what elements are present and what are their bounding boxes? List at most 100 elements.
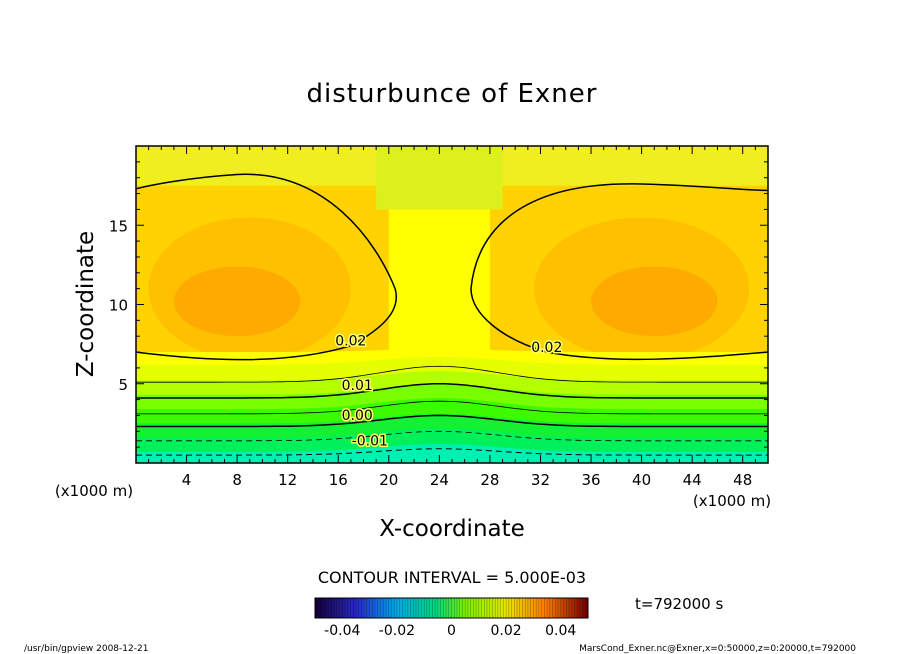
plot-area xyxy=(136,146,768,463)
contour-line-0.02-right xyxy=(470,183,768,361)
colorbar-cell xyxy=(372,598,376,618)
colorbar-cell xyxy=(525,598,529,618)
colorbar-cell xyxy=(353,598,357,618)
colorbar-cell xyxy=(484,598,488,618)
colorbar-cell xyxy=(500,598,504,618)
colorbar-cell xyxy=(549,598,553,618)
fill-core-right-inner xyxy=(591,266,718,337)
contour-fills xyxy=(136,146,768,463)
colorbar-cell xyxy=(571,598,575,618)
x-tick-label: 32 xyxy=(531,471,550,489)
contour-lines xyxy=(136,173,768,456)
colorbar-tick-labels: -0.04 -0.02 0 0.02 0.04 xyxy=(324,623,576,639)
x-tick-label: 20 xyxy=(379,471,398,489)
colorbar-cell xyxy=(432,598,436,618)
colorbar-cell xyxy=(459,598,463,618)
colorbar-cell xyxy=(566,598,570,618)
colorbar-cell xyxy=(555,598,559,618)
colorbar-cell xyxy=(574,598,578,618)
colorbar-cell xyxy=(413,598,417,618)
footer-left: /usr/bin/gpview 2008-12-21 xyxy=(24,644,148,654)
x-tick-label: 24 xyxy=(430,471,449,489)
time-label: t=792000 s xyxy=(635,595,723,613)
colorbar-cell xyxy=(514,598,518,618)
colorbar-tick-label: -0.04 xyxy=(324,623,360,639)
contour-line-0.02-left xyxy=(136,173,397,361)
colorbar-cell xyxy=(495,598,499,618)
colorbar-cell xyxy=(486,598,491,618)
colorbar-cell xyxy=(560,598,564,618)
contour-interval-text: CONTOUR INTERVAL = 5.000E-03 xyxy=(318,568,586,587)
colorbar-cell xyxy=(547,598,551,618)
colorbar-cell xyxy=(585,598,589,618)
contour-line-0.015 xyxy=(136,365,768,383)
colorbar-cell xyxy=(424,598,428,618)
y-axis-label: Z-coordinate xyxy=(73,231,99,377)
contour-line-0.01 xyxy=(136,383,768,399)
colorbar-cell xyxy=(399,598,403,618)
x-axis-unit-left: (x1000 m) xyxy=(55,482,133,500)
colorbar-cell xyxy=(473,598,477,618)
colorbar-tick-label: 0 xyxy=(447,623,456,639)
x-tick-label: 44 xyxy=(683,471,702,489)
y-axis-ticks: 5 10 15 xyxy=(109,161,768,448)
colorbar-cell xyxy=(527,598,531,618)
colorbar-cell xyxy=(317,598,321,618)
colorbar-cell xyxy=(448,598,452,618)
colorbar-cell xyxy=(446,598,450,618)
colorbar-cell xyxy=(375,598,379,618)
contour-label: 0.01 xyxy=(342,378,373,394)
colorbar-cell xyxy=(489,598,493,618)
x-tick-label: 8 xyxy=(232,471,242,489)
colorbar-cell xyxy=(345,598,349,618)
colorbar-cell xyxy=(522,598,526,618)
colorbar-cell xyxy=(511,598,515,618)
contour-line-0.005 xyxy=(136,400,768,415)
colorbar-cell xyxy=(350,598,354,618)
colorbar-cell xyxy=(394,598,398,618)
colorbar-cell xyxy=(358,598,362,618)
colorbar-tick-label: 0.04 xyxy=(545,623,576,639)
colorbar-cell xyxy=(538,598,542,618)
colorbar-cell xyxy=(563,598,567,618)
colorbar-cell xyxy=(568,598,572,618)
colorbar-cell xyxy=(478,598,482,618)
colorbar-cell xyxy=(443,598,447,618)
colorbar-cell xyxy=(402,598,406,618)
colorbar-cell xyxy=(557,598,561,618)
colorbar-cell xyxy=(336,598,340,618)
colorbar-cell xyxy=(437,598,441,618)
colorbar-cell xyxy=(533,598,537,618)
colorbar-cell xyxy=(465,598,469,618)
x-tick-label: 36 xyxy=(581,471,600,489)
colorbar-cell xyxy=(410,598,414,618)
contour-label: -0.01 xyxy=(352,434,388,450)
colorbar xyxy=(314,598,589,618)
colorbar-cell xyxy=(361,598,365,618)
x-tick-label: 16 xyxy=(329,471,348,489)
colorbar-cell xyxy=(517,598,521,618)
colorbar-cell xyxy=(530,598,534,618)
colorbar-cell xyxy=(440,598,444,618)
colorbar-tick-label: 0.02 xyxy=(491,623,522,639)
colorbar-cell xyxy=(497,598,501,618)
colorbar-cell xyxy=(506,598,510,618)
colorbar-cell xyxy=(508,598,512,618)
colorbar-cell xyxy=(388,598,392,618)
colorbar-cell xyxy=(451,598,455,618)
fill-core-left-inner xyxy=(173,266,301,337)
colorbar-cell xyxy=(377,598,381,618)
colorbar-cell xyxy=(454,598,458,618)
colorbar-cell xyxy=(536,598,540,618)
contour-label: 0.02 xyxy=(335,334,366,350)
colorbar-cell xyxy=(476,598,480,618)
contour-label: 0.00 xyxy=(342,408,373,424)
colorbar-cell xyxy=(481,598,485,618)
colorbar-cell xyxy=(405,598,409,618)
footer-right: MarsCond_Exner.nc@Exner,x=0:50000,z=0:20… xyxy=(579,644,856,654)
colorbar-cell xyxy=(320,598,324,618)
colorbar-cell xyxy=(503,598,507,618)
colorbar-cell xyxy=(366,598,370,618)
colorbar-cell xyxy=(364,598,368,618)
